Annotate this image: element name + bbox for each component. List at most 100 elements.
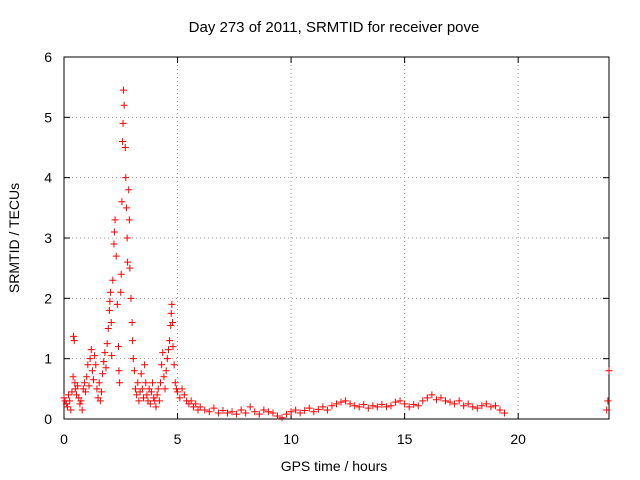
data-point: [101, 349, 109, 357]
data-point: [167, 321, 175, 329]
y-tick-label: 6: [44, 49, 52, 65]
data-point: [143, 391, 151, 399]
data-point: [60, 394, 68, 402]
data-point: [233, 410, 241, 418]
data-point: [161, 385, 169, 393]
data-point: [323, 406, 331, 414]
data-point: [90, 376, 98, 384]
data-point: [102, 364, 110, 372]
data-point: [196, 403, 204, 411]
data-point: [99, 370, 107, 378]
y-tick-label: 1: [44, 351, 52, 367]
data-point: [67, 406, 75, 414]
data-point: [152, 403, 160, 411]
data-point: [603, 406, 611, 414]
data-point: [242, 409, 250, 417]
data-point: [162, 367, 170, 375]
data-point: [192, 400, 200, 408]
data-point: [346, 400, 354, 408]
data-point: [117, 288, 125, 296]
data-point: [487, 403, 495, 411]
data-point: [111, 216, 119, 224]
data-point: [150, 394, 158, 402]
data-point: [337, 398, 345, 406]
y-tick-label: 4: [44, 170, 52, 186]
data-point: [382, 403, 390, 411]
data-point: [305, 404, 313, 412]
data-point: [255, 410, 263, 418]
data-point: [228, 408, 236, 416]
data-point: [109, 276, 117, 284]
data-point: [419, 397, 427, 405]
data-point: [119, 86, 127, 94]
data-point: [100, 358, 108, 366]
data-point: [96, 397, 104, 405]
data-point: [283, 410, 291, 418]
y-tick-label: 2: [44, 290, 52, 306]
data-point: [127, 294, 135, 302]
data-point: [237, 406, 245, 414]
data-point: [65, 391, 73, 399]
data-point: [171, 379, 179, 387]
data-point: [117, 270, 125, 278]
data-point: [369, 402, 377, 410]
data-point: [84, 361, 92, 369]
data-point: [278, 414, 286, 422]
data-point: [155, 397, 163, 405]
data-point: [135, 397, 143, 405]
data-point: [342, 397, 350, 405]
data-points: [60, 86, 613, 422]
data-point: [124, 258, 132, 266]
data-point: [158, 361, 166, 369]
data-point: [115, 343, 122, 351]
data-point: [496, 406, 504, 414]
data-point: [91, 352, 99, 360]
data-point: [251, 408, 259, 416]
data-point: [296, 409, 304, 417]
data-point: [125, 216, 133, 224]
x-tick-label: 20: [510, 431, 526, 447]
x-tick-label: 10: [283, 431, 299, 447]
data-point: [169, 318, 177, 326]
data-point: [176, 394, 184, 402]
data-point: [110, 240, 118, 248]
data-point: [414, 402, 422, 410]
data-point: [491, 402, 499, 410]
data-point: [149, 379, 157, 387]
data-point: [170, 361, 178, 369]
data-point: [273, 412, 281, 420]
data-point: [77, 397, 85, 405]
data-point: [410, 401, 418, 409]
data-point: [605, 367, 613, 375]
data-point: [201, 406, 209, 414]
data-point: [392, 398, 400, 406]
data-point: [292, 406, 300, 414]
data-point: [107, 288, 115, 296]
data-point: [138, 385, 146, 393]
data-point: [66, 397, 74, 405]
data-point: [169, 343, 177, 351]
data-point: [328, 402, 336, 410]
data-point: [437, 394, 445, 402]
data-point: [464, 400, 472, 408]
data-point: [260, 406, 268, 414]
data-point: [333, 400, 340, 408]
data-point: [76, 400, 84, 408]
data-point: [113, 300, 121, 308]
data-point: [423, 394, 431, 402]
data-point: [164, 346, 172, 354]
data-point: [501, 409, 509, 417]
data-point: [319, 403, 327, 411]
data-point: [97, 388, 105, 396]
data-point: [373, 403, 381, 411]
data-point: [160, 373, 168, 381]
chart-title: Day 273 of 2011, SRMTID for receiver pov…: [189, 19, 480, 36]
data-point: [455, 397, 463, 405]
data-point: [85, 382, 93, 390]
data-point: [214, 409, 222, 417]
tick-marks: [63, 56, 609, 420]
y-tick-label: 0: [44, 411, 52, 427]
x-tick-label: 5: [174, 431, 182, 447]
